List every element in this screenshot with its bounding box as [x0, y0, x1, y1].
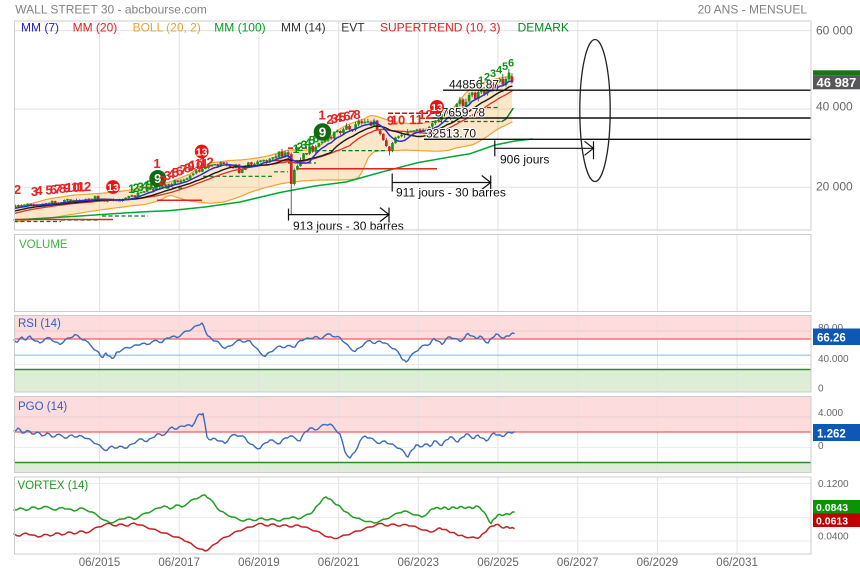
- svg-text:6: 6: [343, 109, 350, 124]
- svg-text:7: 7: [54, 182, 61, 197]
- svg-text:06/2017: 06/2017: [158, 557, 200, 569]
- svg-text:0: 0: [818, 384, 824, 395]
- svg-text:4: 4: [35, 183, 43, 198]
- svg-text:VORTEX (14): VORTEX (14): [18, 480, 89, 492]
- svg-text:5: 5: [172, 165, 179, 180]
- svg-text:8: 8: [59, 181, 66, 196]
- svg-text:2: 2: [159, 173, 166, 188]
- svg-text:PGO (14): PGO (14): [18, 401, 67, 413]
- svg-text:4: 4: [142, 179, 149, 193]
- svg-text:6: 6: [50, 182, 57, 197]
- svg-text:MM (14): MM (14): [281, 21, 326, 35]
- svg-text:3: 3: [331, 111, 338, 126]
- svg-text:11: 11: [71, 180, 85, 195]
- svg-text:WALL STREET 30 - abcbourse.com: WALL STREET 30 - abcbourse.com: [15, 3, 207, 17]
- svg-text:10: 10: [391, 113, 405, 128]
- svg-text:5: 5: [339, 110, 346, 125]
- svg-text:MM (20): MM (20): [73, 21, 118, 35]
- svg-text:8: 8: [353, 107, 360, 122]
- svg-text:3: 3: [490, 68, 496, 80]
- svg-text:13: 13: [107, 182, 119, 194]
- svg-text:32513.70: 32513.70: [426, 126, 476, 140]
- svg-text:06/2015: 06/2015: [79, 557, 121, 569]
- svg-text:4: 4: [168, 167, 176, 182]
- svg-text:4: 4: [335, 110, 343, 125]
- svg-text:RSI (14): RSI (14): [18, 318, 61, 330]
- svg-text:0.1200: 0.1200: [818, 479, 849, 490]
- svg-text:SUPERTREND (10, 3): SUPERTREND (10, 3): [380, 21, 500, 35]
- svg-text:10: 10: [189, 158, 203, 173]
- svg-text:5: 5: [45, 183, 52, 198]
- svg-text:37659.78: 37659.78: [435, 105, 485, 119]
- svg-text:06/2029: 06/2029: [637, 557, 679, 569]
- svg-text:BOLL (20, 2): BOLL (20, 2): [133, 21, 201, 35]
- svg-text:VOLUME: VOLUME: [19, 239, 68, 251]
- svg-text:10: 10: [65, 180, 79, 195]
- svg-text:1: 1: [153, 156, 160, 171]
- svg-text:3: 3: [31, 184, 38, 199]
- svg-text:66.26: 66.26: [817, 333, 846, 345]
- svg-text:46 987: 46 987: [817, 75, 857, 90]
- svg-text:9: 9: [187, 159, 194, 174]
- svg-text:9: 9: [387, 113, 394, 128]
- svg-text:13: 13: [196, 146, 208, 158]
- svg-text:913 jours - 30 barres: 913 jours - 30 barres: [293, 219, 404, 233]
- svg-text:1: 1: [128, 182, 135, 196]
- svg-text:12: 12: [77, 179, 91, 194]
- svg-text:MM (7): MM (7): [21, 21, 59, 35]
- svg-text:3: 3: [164, 168, 171, 183]
- svg-text:2: 2: [484, 72, 490, 84]
- svg-text:2: 2: [133, 181, 140, 195]
- svg-text:06/2027: 06/2027: [557, 557, 599, 569]
- svg-text:06/2025: 06/2025: [477, 557, 519, 569]
- svg-text:06/2031: 06/2031: [716, 557, 758, 569]
- svg-text:11: 11: [195, 156, 209, 171]
- svg-text:5: 5: [146, 178, 153, 192]
- svg-text:9: 9: [154, 171, 161, 186]
- svg-text:7: 7: [348, 108, 355, 123]
- svg-text:4: 4: [496, 65, 503, 77]
- svg-text:5: 5: [502, 61, 508, 73]
- svg-text:44856.87: 44856.87: [449, 78, 499, 92]
- svg-text:0.0400: 0.0400: [818, 532, 849, 543]
- svg-text:9: 9: [63, 181, 70, 196]
- svg-text:9: 9: [319, 125, 327, 140]
- svg-text:11: 11: [409, 112, 423, 127]
- svg-text:12: 12: [418, 107, 432, 122]
- svg-text:1: 1: [318, 108, 325, 123]
- svg-text:4: 4: [305, 136, 312, 150]
- svg-text:0: 0: [818, 441, 824, 452]
- svg-text:2: 2: [297, 140, 304, 154]
- svg-text:0.0843: 0.0843: [816, 502, 848, 514]
- svg-text:40 000: 40 000: [816, 100, 853, 114]
- svg-text:0.0613: 0.0613: [816, 515, 848, 527]
- svg-text:6: 6: [508, 58, 514, 70]
- svg-text:1.262: 1.262: [817, 429, 846, 441]
- svg-text:DEMARK: DEMARK: [518, 21, 569, 35]
- svg-text:911 jours - 30 barres: 911 jours - 30 barres: [396, 186, 506, 200]
- svg-text:6: 6: [176, 164, 183, 179]
- svg-text:906 jours: 906 jours: [500, 153, 549, 167]
- svg-text:06/2019: 06/2019: [238, 557, 280, 569]
- svg-text:13: 13: [431, 102, 443, 114]
- svg-text:20 000: 20 000: [816, 180, 853, 194]
- svg-text:7: 7: [180, 162, 187, 177]
- svg-text:EVT: EVT: [341, 21, 365, 35]
- svg-text:4.000: 4.000: [818, 408, 843, 419]
- svg-text:5: 5: [309, 134, 316, 148]
- svg-text:3: 3: [301, 138, 308, 152]
- svg-text:MM (100): MM (100): [214, 21, 265, 35]
- svg-text:60 000: 60 000: [816, 23, 853, 37]
- svg-text:6: 6: [313, 132, 320, 146]
- svg-text:40.000: 40.000: [818, 354, 849, 365]
- svg-text:8: 8: [184, 161, 191, 176]
- svg-text:06/2021: 06/2021: [318, 557, 360, 569]
- svg-text:20 ANS - MENSUEL: 20 ANS - MENSUEL: [698, 3, 808, 17]
- svg-text:1: 1: [293, 142, 300, 156]
- svg-text:2: 2: [14, 182, 21, 197]
- svg-text:1: 1: [478, 75, 484, 87]
- svg-text:06/2023: 06/2023: [398, 557, 440, 569]
- svg-text:2: 2: [326, 112, 333, 127]
- svg-text:3: 3: [137, 180, 144, 194]
